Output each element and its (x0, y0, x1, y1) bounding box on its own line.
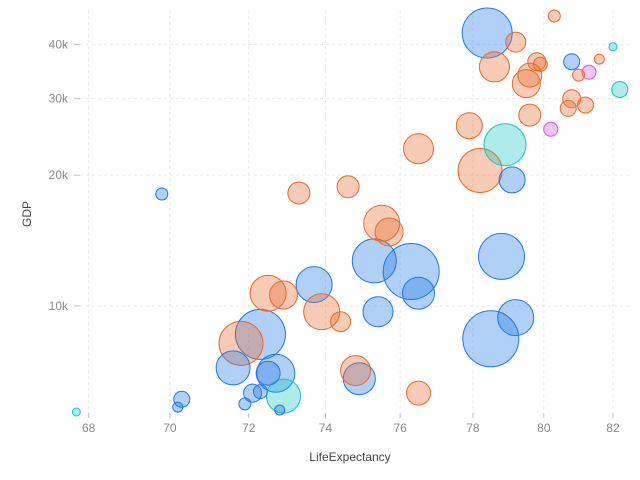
data-point-bubble[interactable] (403, 133, 434, 165)
data-point-bubble[interactable] (593, 53, 605, 65)
data-point-bubble[interactable] (478, 51, 510, 83)
data-point-bubble[interactable] (269, 280, 298, 310)
data-point-bubble[interactable] (608, 42, 618, 52)
data-point-bubble[interactable] (611, 81, 629, 98)
y-tick-label: 20k (49, 168, 69, 182)
data-point-bubble[interactable] (462, 310, 520, 368)
data-point-bubble[interactable] (362, 296, 394, 328)
data-point-bubble[interactable] (478, 232, 525, 280)
x-tick-label: 80 (537, 421, 551, 435)
data-point-bubble[interactable] (255, 360, 281, 386)
data-point-bubble[interactable] (402, 276, 435, 310)
data-point-bubble[interactable] (249, 274, 287, 312)
data-point-bubble[interactable] (498, 166, 526, 194)
y-axis-title: GDP (20, 201, 34, 227)
x-tick-label: 68 (82, 421, 96, 435)
x-tick-label: 74 (319, 421, 333, 435)
x-axis-title: LifeExpectancy (309, 450, 390, 464)
data-point-bubble[interactable] (172, 401, 184, 413)
data-point-bubble[interactable] (457, 148, 503, 193)
data-point-bubble[interactable] (252, 384, 268, 400)
data-point-bubble[interactable] (218, 320, 264, 366)
data-point-bubble[interactable] (559, 99, 577, 117)
data-point-bubble[interactable] (543, 121, 559, 137)
x-tick-label: 78 (466, 421, 480, 435)
x-tick-label: 82 (606, 421, 620, 435)
data-point-bubble[interactable] (336, 175, 360, 199)
data-point-bubble[interactable] (563, 53, 581, 71)
grid-layer (68, 10, 630, 412)
data-point-bubble[interactable] (505, 31, 527, 53)
x-tick-label: 76 (393, 421, 407, 435)
data-point-bubble[interactable] (406, 380, 431, 406)
data-point-bubble[interactable] (351, 238, 397, 284)
data-point-bubble[interactable] (155, 187, 169, 201)
data-point-bubble[interactable] (455, 112, 483, 140)
data-point-bubble[interactable] (215, 350, 251, 386)
x-tick-label: 72 (242, 421, 256, 435)
data-point-bubble[interactable] (238, 397, 252, 411)
data-point-bubble[interactable] (572, 68, 586, 82)
data-point-bubble[interactable] (330, 311, 352, 333)
data-point-bubble[interactable] (461, 7, 513, 59)
data-point-bubble[interactable] (483, 123, 527, 167)
bubble-layer (71, 7, 629, 417)
data-point-bubble[interactable] (374, 217, 404, 247)
data-point-bubble[interactable] (547, 9, 561, 23)
data-point-bubble[interactable] (577, 96, 594, 114)
data-point-bubble[interactable] (511, 69, 541, 99)
data-point-bubble[interactable] (532, 56, 548, 72)
data-point-bubble[interactable] (256, 353, 296, 393)
data-point-bubble[interactable] (173, 390, 191, 408)
data-point-bubble[interactable] (340, 355, 372, 387)
y-tick-label: 10k (49, 299, 69, 313)
data-point-bubble[interactable] (287, 181, 311, 205)
y-tick-label: 40k (49, 37, 69, 51)
data-point-bubble[interactable] (518, 103, 542, 127)
data-point-bubble[interactable] (581, 64, 597, 80)
data-point-bubble[interactable] (274, 404, 286, 416)
y-tick-label: 30k (49, 92, 69, 106)
data-point-bubble[interactable] (71, 407, 81, 417)
data-point-bubble[interactable] (382, 243, 440, 300)
x-tick-label: 70 (163, 421, 177, 435)
data-point-bubble[interactable] (497, 299, 535, 337)
tick-layer: 68 70 72 74 76 78 80 82 10k 20k 30k 40k (49, 37, 620, 435)
